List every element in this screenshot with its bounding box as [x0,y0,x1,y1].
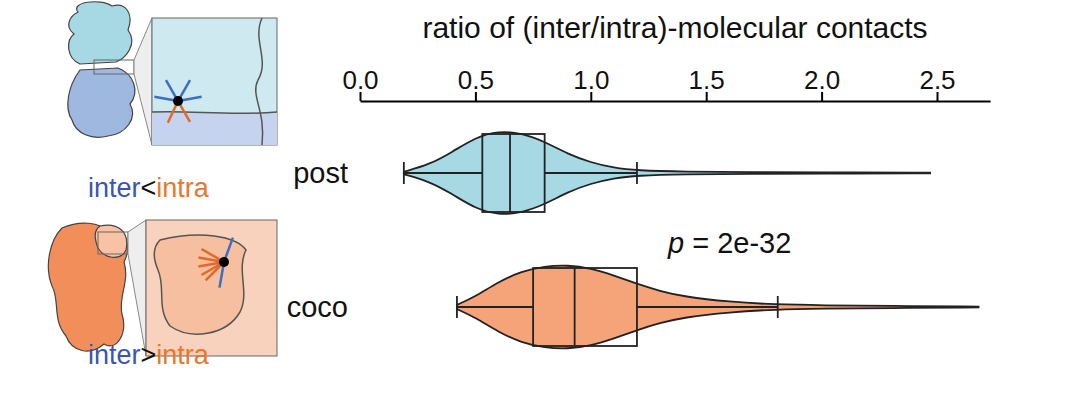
x-axis: 0.0 0.5 1.0 1.5 2.0 2.5 [342,65,990,102]
icon-shape [69,2,132,64]
cap-high [636,162,638,184]
cap-low [403,162,405,184]
icon-shape [219,257,229,267]
box-plot [457,268,778,346]
annotation: p = 2e-32 [667,227,791,259]
tick-label: 0.5 [458,65,494,95]
violin [404,132,930,214]
icons [48,2,277,356]
cap-low [456,296,458,318]
icon-shape [256,18,263,145]
tick: 0.0 [342,65,378,101]
icon-shape [94,60,134,74]
icon-shape [48,223,127,351]
plot-area [404,132,979,348]
icon-shape [128,220,146,356]
icon-shape [173,96,183,106]
tick-label: 2.0 [804,65,840,95]
icon-shape [152,112,277,114]
tick: 2.5 [919,65,955,101]
tick: 0.5 [458,65,494,101]
icon-shape [98,232,128,254]
icon-shape [152,18,277,145]
icon-shape [146,220,277,356]
cap-high [777,296,779,318]
whisker-low [404,172,482,174]
whisker-high [637,306,778,308]
median [574,268,576,346]
chart: ratio of (inter/intra)-molecular contact… [0,0,1081,394]
icon-shape [68,68,135,137]
chart-title: ratio of (inter/intra)-molecular contact… [422,11,927,44]
category-label: coco [287,291,348,323]
tick-label: 0.0 [342,65,378,95]
tick: 2.0 [804,65,840,101]
category-label: post [293,157,348,189]
icon-label: inter<intra [88,173,210,203]
tick-label: 2.5 [919,65,955,95]
median [509,134,511,212]
icon-label: inter>intra [88,340,210,370]
box [482,134,544,212]
icon-shape [154,235,246,334]
tick: 1.5 [689,65,725,101]
box-plot [404,134,637,212]
box [533,268,637,346]
tick-label: 1.0 [573,65,609,95]
tick: 1.0 [573,65,609,101]
icon-shape [134,18,152,145]
axis-line [361,101,991,103]
whisker-low [457,306,533,308]
tick-label: 1.5 [689,65,725,95]
violin [457,266,979,349]
whisker-high [545,172,637,174]
icon-shape [95,225,127,257]
